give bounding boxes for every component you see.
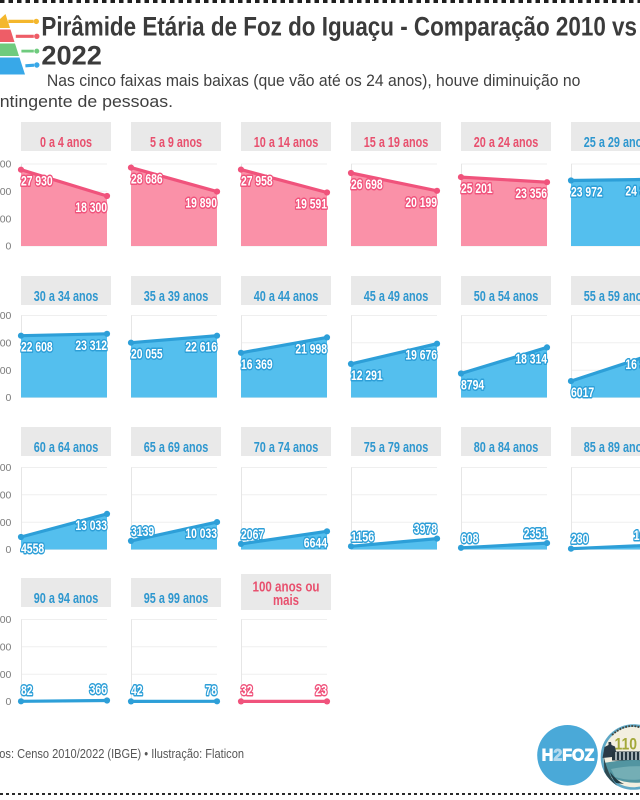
svg-text:23: 23 [315, 683, 327, 698]
svg-text:6644: 6644 [304, 535, 327, 550]
svg-text:00: 00 [0, 614, 12, 626]
svg-text:Pirâmide Etária de Foz do Igua: Pirâmide Etária de Foz do Iguaçu - Compa… [41, 11, 637, 42]
svg-text:2067: 2067 [241, 527, 264, 542]
svg-text:contingente de pessoas.: contingente de pessoas. [0, 92, 173, 111]
svg-text:00: 00 [0, 669, 12, 681]
svg-text:H2FOZ: H2FOZ [542, 747, 595, 765]
svg-text:18 314: 18 314 [515, 351, 547, 366]
svg-text:16 369: 16 369 [241, 357, 273, 372]
svg-text:Dados: Censo 2010/2022 (IBGE): Dados: Censo 2010/2022 (IBGE) • Ilustraç… [0, 746, 244, 761]
svg-text:70 a 74 anos: 70 a 74 anos [254, 439, 319, 456]
svg-text:32: 32 [241, 683, 253, 698]
svg-text:1156: 1156 [351, 529, 374, 544]
svg-text:00: 00 [0, 641, 12, 653]
svg-text:78: 78 [205, 683, 217, 698]
svg-text:20 055: 20 055 [131, 347, 163, 362]
svg-text:12 291: 12 291 [351, 368, 383, 383]
svg-text:20 199: 20 199 [405, 195, 437, 210]
svg-text:80 a 84 anos: 80 a 84 anos [474, 439, 539, 456]
svg-text:0: 0 [6, 392, 12, 404]
svg-text:23 312: 23 312 [75, 338, 107, 353]
svg-text:Nas cinco faixas mais baixas (: Nas cinco faixas mais baixas (que vão at… [47, 71, 581, 90]
svg-text:608: 608 [461, 531, 479, 546]
svg-text:3978: 3978 [414, 522, 437, 537]
svg-text:22 608: 22 608 [21, 340, 53, 355]
svg-text:00: 00 [0, 337, 12, 349]
svg-text:19 591: 19 591 [295, 197, 327, 212]
svg-text:40 a 44 anos: 40 a 44 anos [254, 288, 319, 305]
svg-text:6017: 6017 [571, 385, 594, 400]
svg-text:20 a 24 anos: 20 a 24 anos [474, 134, 539, 151]
svg-text:60 a 64 anos: 60 a 64 anos [34, 439, 99, 456]
svg-text:00: 00 [0, 159, 12, 171]
svg-text:13 033: 13 033 [75, 518, 107, 533]
svg-text:65 a 69 anos: 65 a 69 anos [144, 439, 209, 456]
svg-text:4558: 4558 [21, 541, 44, 556]
svg-text:10 a 14 anos: 10 a 14 anos [254, 134, 319, 151]
svg-text:00: 00 [0, 213, 12, 225]
svg-text:85 a 89 anos: 85 a 89 anos [584, 439, 640, 456]
svg-text:00: 00 [0, 462, 12, 474]
svg-text:24 392: 24 392 [625, 183, 640, 198]
svg-text:75 a 79 anos: 75 a 79 anos [364, 439, 429, 456]
svg-text:100 anos ou: 100 anos ou [253, 580, 320, 596]
svg-text:00: 00 [0, 186, 12, 198]
svg-text:42: 42 [131, 683, 143, 698]
svg-text:2022: 2022 [41, 40, 101, 71]
svg-text:1646: 1646 [634, 528, 640, 543]
svg-text:2351: 2351 [524, 526, 547, 541]
svg-text:45 a 49 anos: 45 a 49 anos [364, 288, 429, 305]
svg-text:00: 00 [0, 517, 12, 529]
svg-text:26 698: 26 698 [351, 177, 383, 192]
svg-text:19 890: 19 890 [185, 196, 217, 211]
svg-text:280: 280 [571, 532, 589, 547]
svg-text:0 a 4 anos: 0 a 4 anos [40, 134, 92, 151]
svg-text:82: 82 [21, 683, 33, 698]
svg-text:28 686: 28 686 [131, 172, 163, 187]
svg-text:16 333: 16 333 [625, 357, 640, 372]
svg-text:18 300: 18 300 [75, 200, 107, 215]
svg-text:10 033: 10 033 [185, 526, 217, 541]
svg-text:15 a 19 anos: 15 a 19 anos [364, 134, 429, 151]
svg-text:110: 110 [615, 736, 638, 754]
svg-text:00: 00 [0, 365, 12, 377]
svg-text:35 a 39 anos: 35 a 39 anos [144, 288, 209, 305]
svg-text:mais: mais [273, 593, 299, 609]
svg-text:23 356: 23 356 [515, 186, 547, 201]
svg-text:55 a 59 anos: 55 a 59 anos [584, 288, 640, 305]
svg-text:3139: 3139 [131, 524, 154, 539]
svg-text:8794: 8794 [461, 378, 484, 393]
svg-text:23 972: 23 972 [571, 185, 603, 200]
svg-text:27 958: 27 958 [241, 174, 273, 189]
svg-text:25 a 29 anos: 25 a 29 anos [584, 134, 640, 151]
svg-text:0: 0 [6, 696, 12, 708]
svg-text:90 a 94 anos: 90 a 94 anos [34, 590, 99, 607]
svg-text:5 a 9 anos: 5 a 9 anos [150, 134, 202, 151]
svg-text:27 930: 27 930 [21, 174, 53, 189]
svg-text:00: 00 [0, 310, 12, 322]
svg-text:0: 0 [6, 241, 12, 253]
svg-text:366: 366 [90, 682, 108, 697]
svg-text:25 201: 25 201 [461, 181, 493, 196]
svg-text:95 a 99 anos: 95 a 99 anos [144, 590, 209, 607]
svg-text:19 676: 19 676 [405, 348, 437, 363]
svg-text:00: 00 [0, 489, 12, 501]
svg-text:0: 0 [6, 544, 12, 556]
svg-text:30 a 34 anos: 30 a 34 anos [34, 288, 99, 305]
svg-text:22 616: 22 616 [185, 340, 217, 355]
svg-text:21 998: 21 998 [295, 341, 327, 356]
svg-text:50 a 54 anos: 50 a 54 anos [474, 288, 539, 305]
